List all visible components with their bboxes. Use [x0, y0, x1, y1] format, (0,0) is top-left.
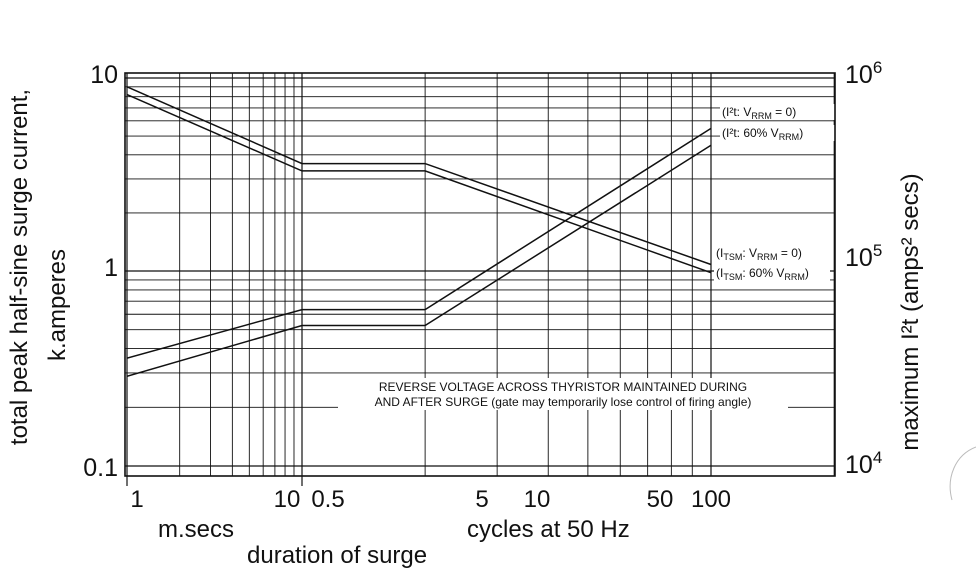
series-line-4: [126, 93, 712, 274]
y-left-tick-label: 1: [104, 254, 118, 282]
plot-frame: [124, 72, 836, 477]
series-label-text: : 60% V: [742, 266, 784, 280]
series-line-2: [126, 144, 712, 378]
series-label-background: [720, 104, 836, 120]
series-label-subscript: RRM: [757, 252, 778, 262]
page-edge-decoration: [949, 446, 976, 501]
y-right-tick-exp: 4: [873, 448, 882, 467]
x-tick-cycles-0.5: 0.5: [311, 486, 344, 513]
curves: [126, 86, 712, 378]
y-right-tick-10e5: 105: [845, 241, 882, 272]
y-right-tick-base: 10: [845, 244, 873, 272]
series-label-background: [720, 125, 836, 141]
svg-text:106: 106: [845, 58, 882, 89]
series-label-text: ): [799, 126, 803, 140]
series-label-background: [714, 245, 830, 261]
series-label-text: (I: [716, 266, 723, 280]
series-label-subscript: RRM: [784, 272, 805, 282]
series-labels: (I²t: VRRM = 0)(I²t: 60% VRRM)(ITSM: VRR…: [714, 104, 836, 282]
y-left-label-line-1: total peak half-sine surge current,: [6, 89, 33, 445]
x-tick-cycles-50: 50: [647, 486, 674, 513]
x-tick-cycles-5: 5: [475, 486, 488, 513]
series-label-text: = 0): [772, 105, 796, 119]
x-unit-msecs: m.secs: [158, 516, 234, 543]
y-right-tick-base: 10: [845, 451, 873, 479]
series-line-1: [126, 127, 712, 359]
series-label-subscript: TSM: [723, 272, 742, 282]
y-left-tick-label: 10: [90, 61, 118, 89]
series-label-2: (I²t: 60% VRRM): [722, 126, 803, 142]
svg-text:105: 105: [845, 241, 882, 272]
series-label-background: [714, 265, 830, 281]
y-right-tick-exp: 6: [873, 58, 882, 77]
y-left-tick-label: 0.1: [83, 454, 118, 482]
series-label-4: (ITSM: 60% VRRM): [716, 266, 809, 282]
x-unit-cycles: cycles at 50 Hz: [467, 516, 630, 543]
y-left-label-line-2: k.amperes: [44, 249, 71, 361]
y-right-tick-10e4: 104: [845, 448, 882, 479]
series-label-text: (I: [716, 246, 723, 260]
y-right-tick-base: 10: [845, 61, 873, 89]
series-label-text: = 0): [778, 246, 802, 260]
annotation-line-2: AND AFTER SURGE (gate may temporarily lo…: [375, 395, 752, 409]
svg-text:104: 104: [845, 448, 882, 479]
series-label-subscript: RRM: [751, 111, 772, 121]
series-line-3: [126, 86, 712, 266]
annotation-line-1: REVERSE VOLTAGE ACROSS THYRISTOR MAINTAI…: [379, 380, 747, 394]
series-label-text: : V: [742, 246, 757, 260]
y-right-label: maximum I²t (amps² secs): [897, 173, 924, 450]
x-tick-cycles-100: 100: [691, 486, 731, 513]
x-axis-label: duration of surge: [247, 542, 427, 569]
series-label-3: (ITSM: VRRM = 0): [716, 246, 802, 262]
y-right-tick-exp: 5: [873, 241, 882, 260]
x-tick-cycles-10: 10: [524, 486, 551, 513]
series-label-subscript: RRM: [779, 132, 800, 142]
y-right-tick-10e6: 106: [845, 58, 882, 89]
x-tick-msecs-10: 10: [274, 486, 301, 513]
series-label-text: ): [805, 266, 809, 280]
series-label-text: (I²t: V: [722, 105, 751, 119]
series-label-text: (I²t: 60% V: [722, 126, 779, 140]
series-label-1: (I²t: VRRM = 0): [722, 105, 796, 121]
x-tick-msecs-1: 1: [130, 486, 143, 513]
annotation-background: [338, 378, 788, 410]
series-label-subscript: TSM: [723, 252, 742, 262]
